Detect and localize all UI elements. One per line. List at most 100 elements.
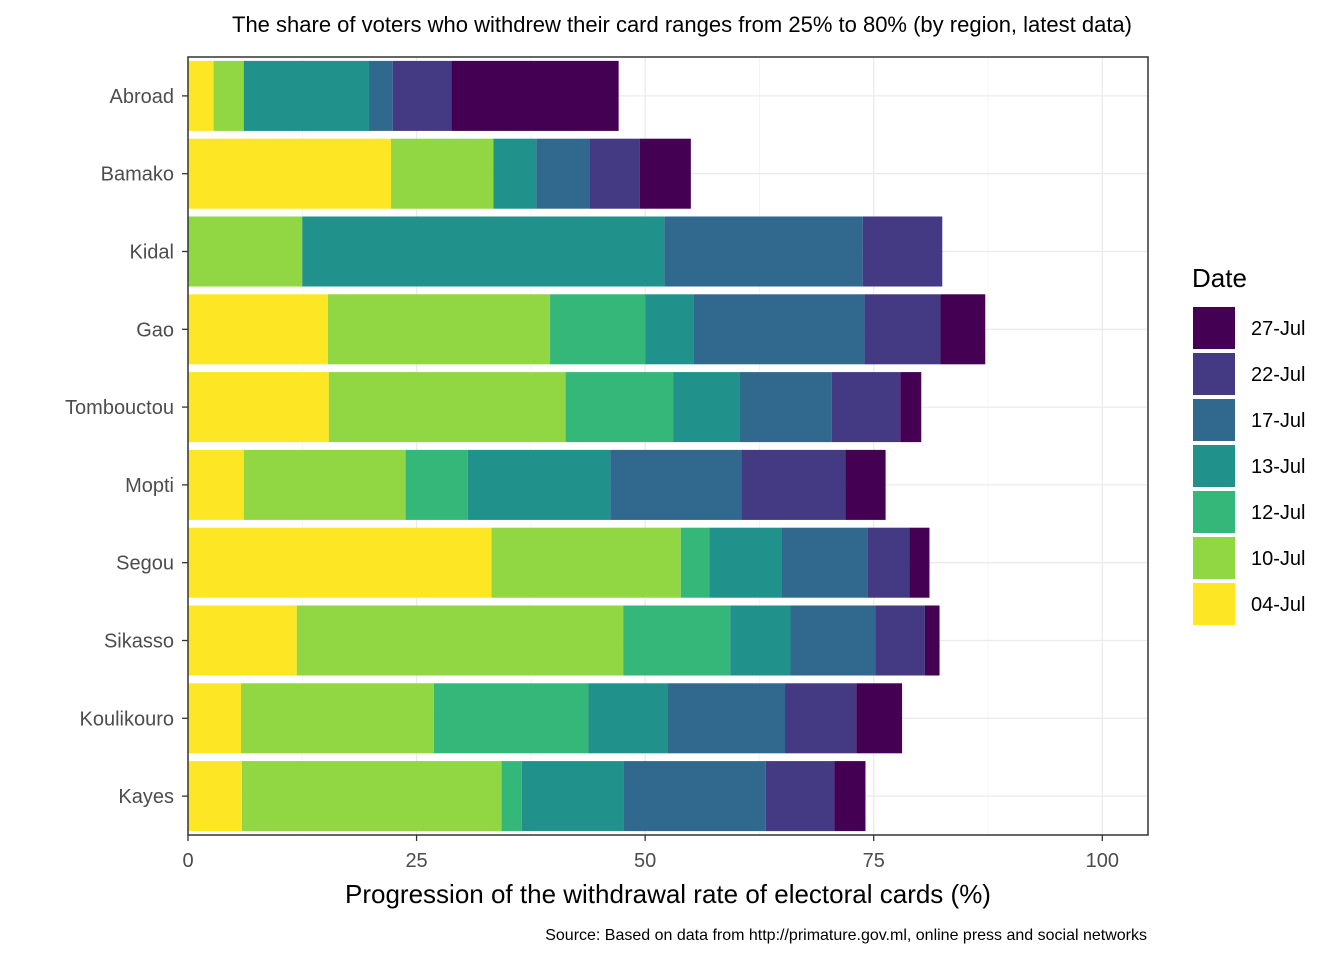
x-axis-title: Progression of the withdrawal rate of el… bbox=[345, 879, 991, 909]
bar-bamako-13-jul bbox=[493, 138, 537, 209]
bar-gao-22-jul bbox=[864, 294, 941, 365]
y-axis-labels: Abroad Bamako Kidal Gao Tombouctou Mopti Segou… bbox=[65, 86, 188, 808]
source-caption: Source: Based on data from http://primat… bbox=[545, 927, 1147, 944]
bar-abroad-17-jul bbox=[369, 60, 393, 131]
bar-kayes-17-jul bbox=[623, 761, 766, 832]
bar-bamako-04-jul bbox=[188, 138, 391, 209]
legend-label-22-jul: 22-Jul bbox=[1251, 364, 1305, 386]
bar-bamako-10-jul bbox=[390, 138, 494, 209]
bar-mopti-12-jul bbox=[405, 449, 468, 520]
bar-mopti-10-jul bbox=[243, 449, 406, 520]
y-tick-label-sikasso: Sikasso bbox=[104, 631, 174, 653]
y-tick-label-koulikouro: Koulikouro bbox=[79, 708, 174, 730]
plot-border bbox=[187, 56, 1149, 836]
legend-key-27-jul bbox=[1193, 307, 1235, 349]
x-tick-label-50: 50 bbox=[634, 850, 656, 872]
bar-mopti-27-jul bbox=[845, 449, 886, 520]
bar-gao-13-jul bbox=[645, 294, 694, 365]
bar-bamako-27-jul bbox=[639, 138, 691, 209]
legend-label-10-jul: 10-Jul bbox=[1251, 548, 1305, 570]
bar-kidal-13-jul bbox=[302, 216, 665, 287]
legend-label-12-jul: 12-Jul bbox=[1251, 502, 1305, 524]
legend-key-12-jul bbox=[1193, 491, 1235, 533]
bar-abroad-22-jul bbox=[392, 60, 452, 131]
bar-bamako-17-jul bbox=[536, 138, 590, 209]
bar-tombouctou-27-jul bbox=[900, 372, 922, 443]
x-axis-ticks: 0 25 50 75 100 bbox=[182, 835, 1119, 872]
bar-abroad-27-jul bbox=[451, 60, 619, 131]
legend-label-04-jul: 04-Jul bbox=[1251, 594, 1305, 616]
legend-key-13-jul bbox=[1193, 445, 1235, 487]
y-tick-label-kayes: Kayes bbox=[118, 786, 174, 808]
bar-mopti-04-jul bbox=[188, 449, 244, 520]
y-tick-label-segou: Segou bbox=[116, 553, 174, 575]
bar-koulikouro-22-jul bbox=[785, 683, 857, 754]
bar-segou-13-jul bbox=[709, 527, 782, 598]
bar-tombouctou-12-jul bbox=[565, 372, 674, 443]
bar-sikasso-10-jul bbox=[296, 605, 624, 676]
legend-key-17-jul bbox=[1193, 399, 1235, 441]
bar-gao-04-jul bbox=[188, 294, 328, 365]
bar-tombouctou-13-jul bbox=[673, 372, 740, 443]
bar-bamako-22-jul bbox=[589, 138, 640, 209]
legend-label-17-jul: 17-Jul bbox=[1251, 410, 1305, 432]
bar-sikasso-17-jul bbox=[790, 605, 876, 676]
x-tick-label-100: 100 bbox=[1086, 850, 1119, 872]
y-tick-label-mopti: Mopti bbox=[125, 475, 174, 497]
bar-mopti-22-jul bbox=[741, 449, 846, 520]
bar-sikasso-22-jul bbox=[875, 605, 925, 676]
bar-segou-12-jul bbox=[680, 527, 710, 598]
bars bbox=[188, 60, 986, 832]
y-tick-label-bamako: Bamako bbox=[101, 164, 174, 186]
legend-label-27-jul: 27-Jul bbox=[1251, 318, 1305, 340]
legend-key-22-jul bbox=[1193, 353, 1235, 395]
chart-title: The share of voters who withdrew their c… bbox=[232, 12, 1132, 37]
bar-tombouctou-04-jul bbox=[188, 372, 329, 443]
bar-koulikouro-17-jul bbox=[668, 683, 786, 754]
legend-key-04-jul bbox=[1193, 583, 1235, 625]
bar-koulikouro-12-jul bbox=[433, 683, 589, 754]
bar-koulikouro-13-jul bbox=[588, 683, 668, 754]
bar-tombouctou-17-jul bbox=[739, 372, 832, 443]
y-tick-label-gao: Gao bbox=[136, 319, 174, 341]
bar-kidal-10-jul bbox=[188, 216, 303, 287]
bar-sikasso-12-jul bbox=[623, 605, 731, 676]
bar-kayes-10-jul bbox=[241, 761, 502, 832]
bar-kayes-13-jul bbox=[521, 761, 624, 832]
y-tick-label-kidal: Kidal bbox=[130, 242, 174, 264]
bar-kayes-12-jul bbox=[501, 761, 522, 832]
bar-tombouctou-22-jul bbox=[831, 372, 901, 443]
bar-kayes-27-jul bbox=[834, 761, 866, 832]
bar-abroad-04-jul bbox=[188, 60, 214, 131]
bar-kidal-17-jul bbox=[664, 216, 863, 287]
bar-tombouctou-10-jul bbox=[328, 372, 566, 443]
bar-abroad-10-jul bbox=[213, 60, 244, 131]
legend-title: Date bbox=[1192, 263, 1247, 293]
bar-sikasso-13-jul bbox=[730, 605, 791, 676]
y-tick-label-abroad: Abroad bbox=[110, 86, 175, 108]
bar-sikasso-04-jul bbox=[188, 605, 297, 676]
x-tick-label-75: 75 bbox=[863, 850, 885, 872]
bar-segou-10-jul bbox=[491, 527, 681, 598]
bar-segou-22-jul bbox=[867, 527, 910, 598]
y-tick-label-tombouctou: Tombouctou bbox=[65, 397, 174, 419]
bar-kidal-22-jul bbox=[862, 216, 943, 287]
bar-koulikouro-10-jul bbox=[241, 683, 434, 754]
legend: Date 27-Jul 22-Jul 17-Jul 13-Jul 12-Jul 10-Jul… bbox=[1192, 263, 1305, 625]
bar-gao-12-jul bbox=[550, 294, 646, 365]
bar-koulikouro-04-jul bbox=[188, 683, 242, 754]
bar-gao-27-jul bbox=[940, 294, 986, 365]
bar-mopti-13-jul bbox=[467, 449, 611, 520]
bar-koulikouro-27-jul bbox=[856, 683, 903, 754]
legend-label-13-jul: 13-Jul bbox=[1251, 456, 1305, 478]
bar-gao-10-jul bbox=[327, 294, 551, 365]
bar-segou-17-jul bbox=[781, 527, 868, 598]
bar-kayes-04-jul bbox=[188, 761, 242, 832]
x-tick-label-25: 25 bbox=[405, 850, 427, 872]
bar-kayes-22-jul bbox=[765, 761, 835, 832]
legend-key-10-jul bbox=[1193, 537, 1235, 579]
bar-gao-17-jul bbox=[693, 294, 865, 365]
bar-abroad-13-jul bbox=[243, 60, 370, 131]
x-tick-label-0: 0 bbox=[182, 850, 193, 872]
